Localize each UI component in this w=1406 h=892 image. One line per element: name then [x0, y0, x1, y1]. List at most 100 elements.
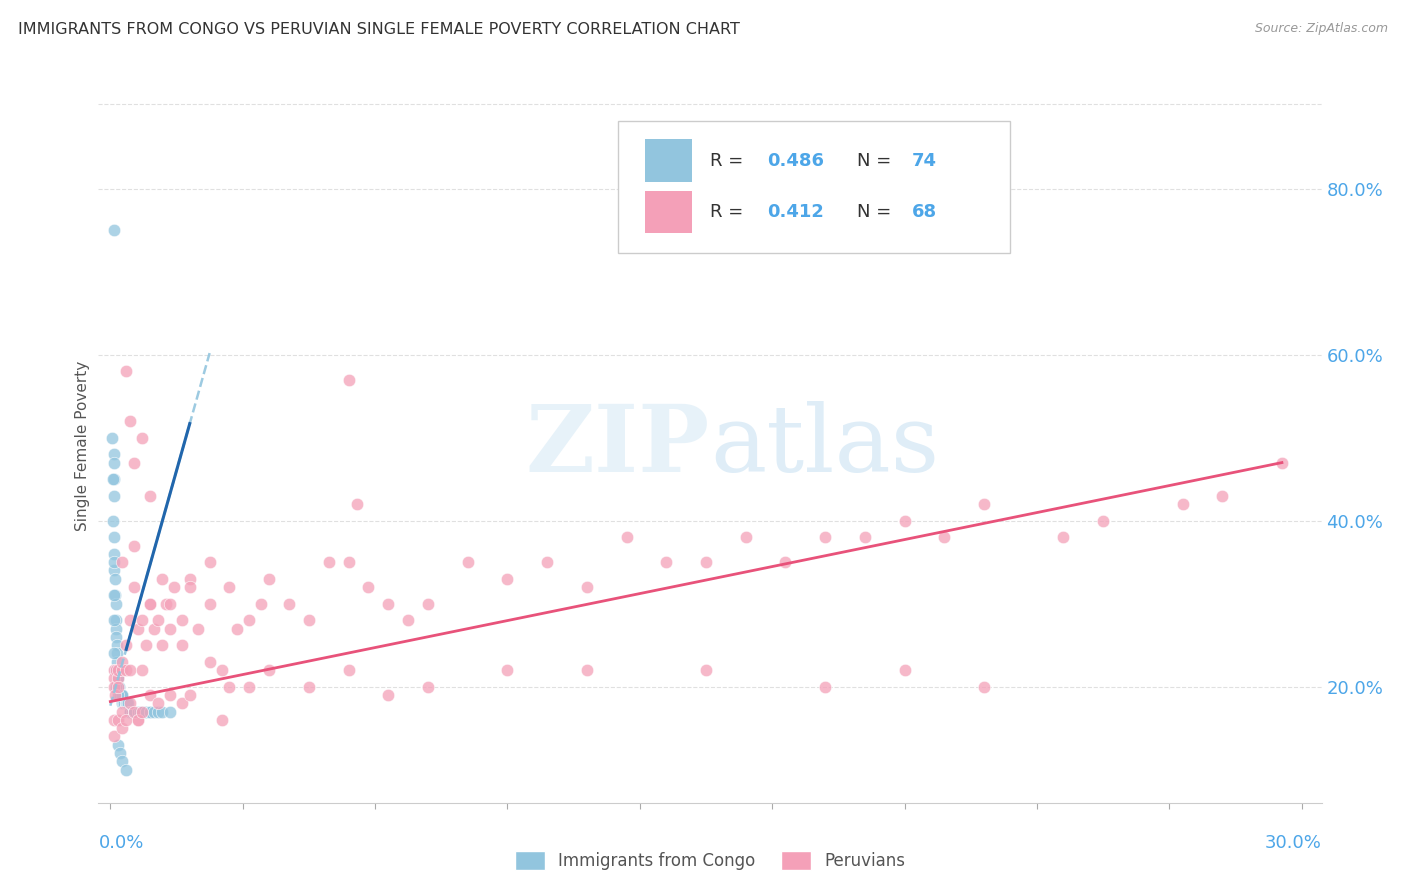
Point [107, 663, 129, 677]
Point [104, 597, 127, 611]
Point [103, 730, 125, 744]
Point [107, 663, 129, 677]
Point [131, 431, 153, 445]
Point [111, 655, 134, 669]
Point [104, 663, 127, 677]
Point [120, 663, 142, 677]
Point [250, 597, 273, 611]
Point [218, 580, 240, 594]
Point [107, 688, 129, 702]
Legend: Immigrants from Congo, Peruvians: Immigrants from Congo, Peruvians [509, 844, 911, 877]
Point [107, 680, 129, 694]
Point [101, 514, 124, 528]
Point [108, 680, 131, 694]
Point [211, 713, 233, 727]
Point [159, 597, 181, 611]
Point [893, 514, 915, 528]
Point [103, 223, 125, 237]
Point [377, 597, 399, 611]
Text: atlas: atlas [710, 401, 939, 491]
Point [120, 414, 142, 428]
Point [115, 364, 138, 378]
Point [108, 680, 131, 694]
Point [115, 763, 138, 777]
Point [257, 663, 280, 677]
Point [103, 713, 125, 727]
Point [105, 630, 128, 644]
Point [112, 696, 135, 710]
Point [103, 564, 125, 578]
Point [127, 705, 149, 719]
Point [101, 431, 124, 445]
Point [131, 705, 153, 719]
Point [170, 638, 193, 652]
Point [107, 671, 129, 685]
Point [179, 580, 201, 594]
Point [104, 688, 127, 702]
Point [814, 530, 837, 544]
Point [298, 680, 321, 694]
Point [112, 696, 135, 710]
Point [973, 497, 995, 511]
Point [105, 680, 128, 694]
Point [179, 688, 201, 702]
Point [107, 655, 129, 669]
Point [934, 530, 956, 544]
Point [120, 705, 142, 719]
Point [121, 705, 143, 719]
Point [120, 705, 142, 719]
Point [131, 705, 153, 719]
Point [159, 622, 181, 636]
Point [117, 696, 139, 710]
Point [107, 663, 129, 677]
Point [127, 713, 149, 727]
Point [357, 580, 380, 594]
Point [129, 705, 152, 719]
Point [110, 746, 132, 760]
Point [115, 696, 138, 710]
Point [150, 638, 173, 652]
Point [127, 713, 149, 727]
Point [187, 622, 209, 636]
Point [1211, 489, 1233, 503]
Point [238, 680, 260, 694]
Point [111, 696, 134, 710]
Point [127, 705, 149, 719]
Point [120, 705, 142, 719]
Point [110, 688, 132, 702]
Point [103, 647, 125, 661]
Point [337, 555, 360, 569]
Y-axis label: Single Female Poverty: Single Female Poverty [75, 361, 90, 531]
Point [111, 663, 134, 677]
Point [105, 613, 128, 627]
Text: R =: R = [710, 152, 749, 169]
Point [131, 613, 153, 627]
Point [163, 580, 186, 594]
Point [111, 705, 134, 719]
Point [115, 696, 138, 710]
Point [155, 597, 177, 611]
Point [973, 680, 995, 694]
Point [139, 597, 162, 611]
Point [111, 754, 134, 768]
Text: 0.0%: 0.0% [98, 834, 143, 852]
Point [150, 572, 173, 586]
Point [146, 705, 169, 719]
Point [127, 622, 149, 636]
Point [135, 705, 157, 719]
Point [103, 555, 125, 569]
Point [218, 680, 240, 694]
Point [105, 638, 128, 652]
Point [170, 696, 193, 710]
Point [122, 539, 145, 553]
Point [107, 680, 129, 694]
Point [107, 738, 129, 752]
Point [814, 680, 837, 694]
Point [139, 705, 162, 719]
Point [416, 597, 439, 611]
FancyBboxPatch shape [645, 191, 692, 234]
Point [111, 688, 134, 702]
Point [146, 613, 169, 627]
Point [457, 555, 479, 569]
Text: Source: ZipAtlas.com: Source: ZipAtlas.com [1254, 22, 1388, 36]
